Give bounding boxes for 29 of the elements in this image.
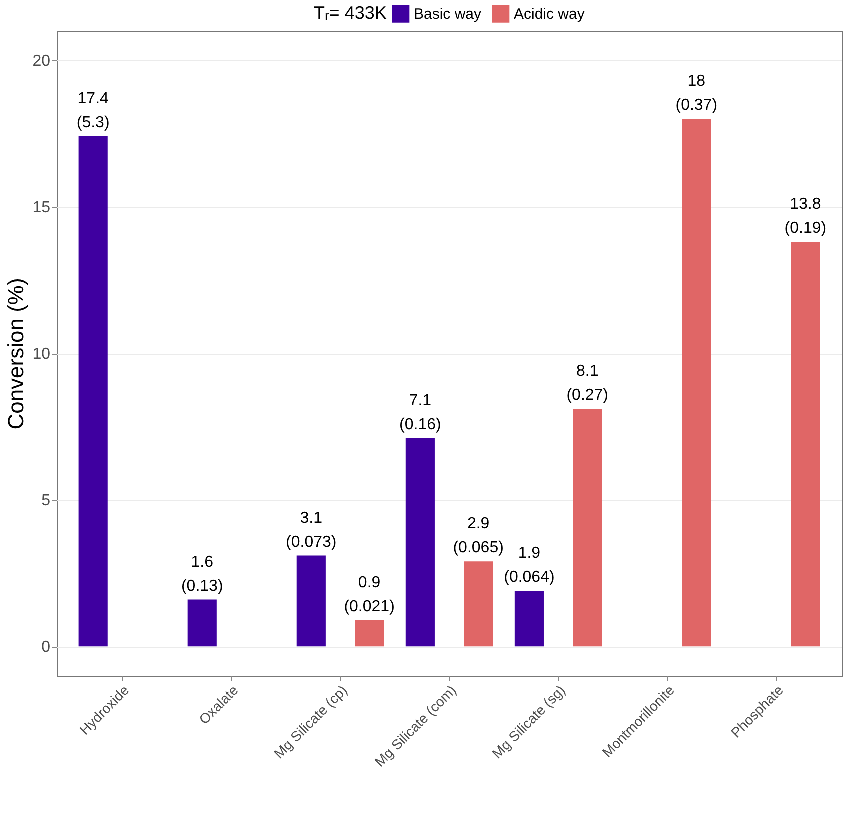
data-label: 7.1 (0.16) <box>400 392 442 434</box>
data-label: 2.9 (0.065) <box>453 516 504 557</box>
bar <box>188 600 217 647</box>
legend-title: Tᵣ= 433K <box>314 3 387 23</box>
data-label: 3.1 (0.073) <box>286 510 337 551</box>
y-axis-title: Conversion (%) <box>4 278 29 430</box>
legend-label: Acidic way <box>514 6 586 24</box>
bar <box>682 118 712 647</box>
data-label: 17.4 (5.3) <box>76 90 110 132</box>
bar <box>464 562 494 647</box>
bar <box>514 590 544 647</box>
bar <box>791 242 820 647</box>
bar <box>78 136 108 647</box>
y-tick-label: 5 <box>42 492 51 510</box>
data-label: 18 (0.37) <box>676 72 718 114</box>
legend-label: Basic way <box>414 6 482 24</box>
bar <box>296 556 326 647</box>
y-tick-label: 15 <box>32 199 51 216</box>
y-tick-label: 0 <box>42 639 51 656</box>
bar <box>573 409 602 647</box>
data-label: 0.9 (0.021) <box>344 574 395 616</box>
y-tick-label: 20 <box>32 52 51 70</box>
data-label: 8.1 (0.27) <box>566 363 608 404</box>
data-label: 13.8 (0.19) <box>784 196 827 238</box>
bar <box>406 438 435 647</box>
data-label: 1.9 (0.064) <box>504 544 555 586</box>
y-tick-label: 10 <box>32 346 51 363</box>
data-label: 1.6 (0.13) <box>181 554 224 595</box>
bar <box>355 620 384 647</box>
